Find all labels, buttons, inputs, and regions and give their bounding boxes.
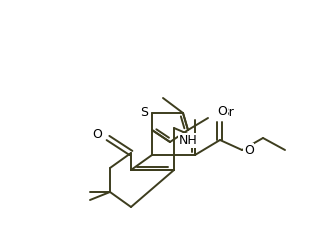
Text: O: O	[244, 143, 254, 156]
Text: Br: Br	[221, 105, 235, 119]
Text: O: O	[92, 129, 102, 142]
Text: S: S	[140, 106, 148, 120]
Text: O: O	[217, 105, 227, 118]
Text: NH: NH	[179, 134, 198, 147]
